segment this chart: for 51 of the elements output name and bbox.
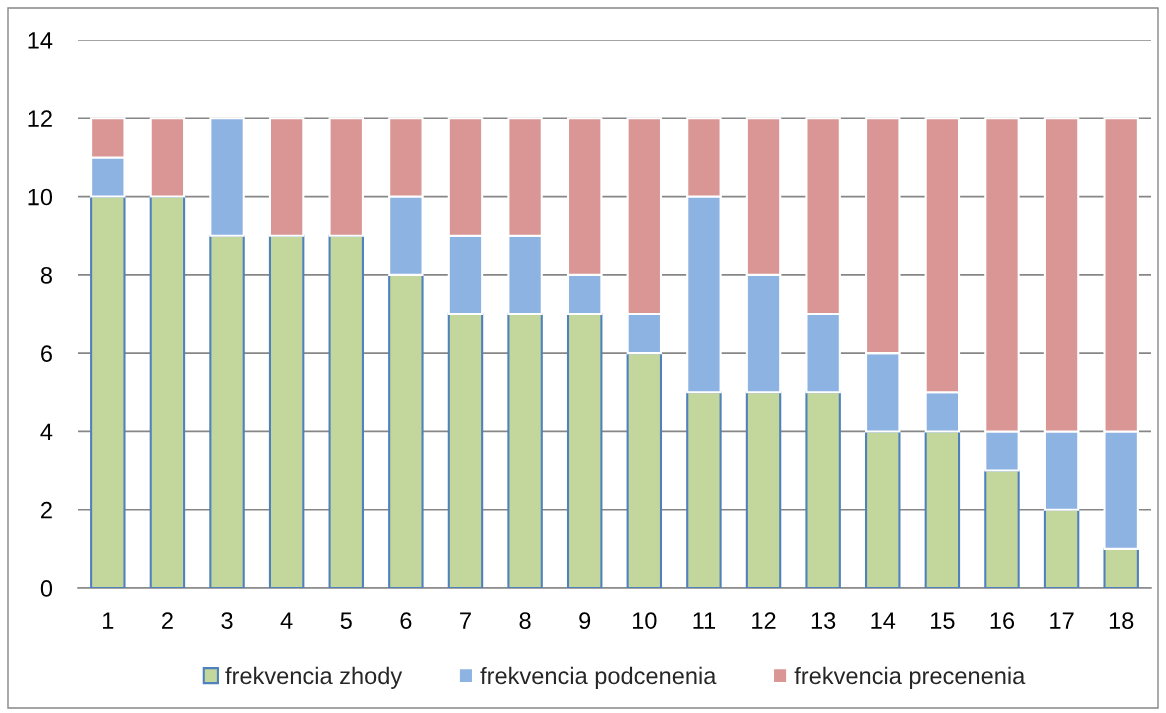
bar <box>686 391 722 588</box>
y-tick-label: 8 <box>40 266 52 284</box>
bar <box>865 430 901 588</box>
bar <box>388 273 424 588</box>
x-tick-label: 2 <box>162 612 173 629</box>
bar <box>90 195 126 588</box>
x-tick-label: 14 <box>871 612 896 629</box>
x-tick-label: 17 <box>1050 612 1074 629</box>
bar <box>1043 508 1080 588</box>
bar <box>805 391 841 588</box>
y-tick-label: 2 <box>41 501 52 519</box>
y-tick-label: 12 <box>28 110 52 127</box>
x-tick-label: 7 <box>460 612 471 629</box>
bar <box>268 117 305 237</box>
bar <box>626 352 663 588</box>
x-tick-label: 1 <box>103 612 114 629</box>
x-tick-label: 8 <box>519 612 531 629</box>
x-tick-label: 9 <box>579 612 591 629</box>
legend-label: frekvencia zhody <box>225 666 403 689</box>
x-tick-label: 5 <box>340 612 352 629</box>
bar <box>209 117 245 237</box>
bar <box>745 391 782 588</box>
y-tick-label: 0 <box>40 580 53 597</box>
x-tick-label: 3 <box>221 612 233 629</box>
x-tick-label: 15 <box>931 612 955 629</box>
y-tick-label: 14 <box>28 32 53 49</box>
bar <box>149 117 186 198</box>
bar <box>328 234 364 588</box>
y-tick-label: 6 <box>41 345 52 362</box>
x-tick-label: 6 <box>400 612 412 629</box>
y-tick-label: 4 <box>40 423 53 440</box>
bar <box>149 195 186 588</box>
x-tick-label: 11 <box>693 612 716 629</box>
bar <box>984 469 1020 588</box>
x-tick-label: 18 <box>1109 612 1134 629</box>
bar <box>507 312 543 588</box>
legend-label: frekvencia podcenenia <box>480 666 717 689</box>
bar <box>328 117 364 237</box>
x-tick-label: 16 <box>990 612 1015 629</box>
bar <box>209 234 245 588</box>
legend-label: frekvencia precenenia <box>794 666 1026 689</box>
bar <box>1103 547 1139 588</box>
bar <box>447 312 484 588</box>
x-tick-label: 4 <box>280 612 293 629</box>
bar <box>268 234 305 588</box>
bar <box>924 430 961 588</box>
x-tick-label: 10 <box>632 612 657 629</box>
y-tick-label: 10 <box>28 188 53 206</box>
x-tick-label: 12 <box>752 612 776 629</box>
x-tick-label: 13 <box>811 612 836 629</box>
bar <box>566 312 603 588</box>
